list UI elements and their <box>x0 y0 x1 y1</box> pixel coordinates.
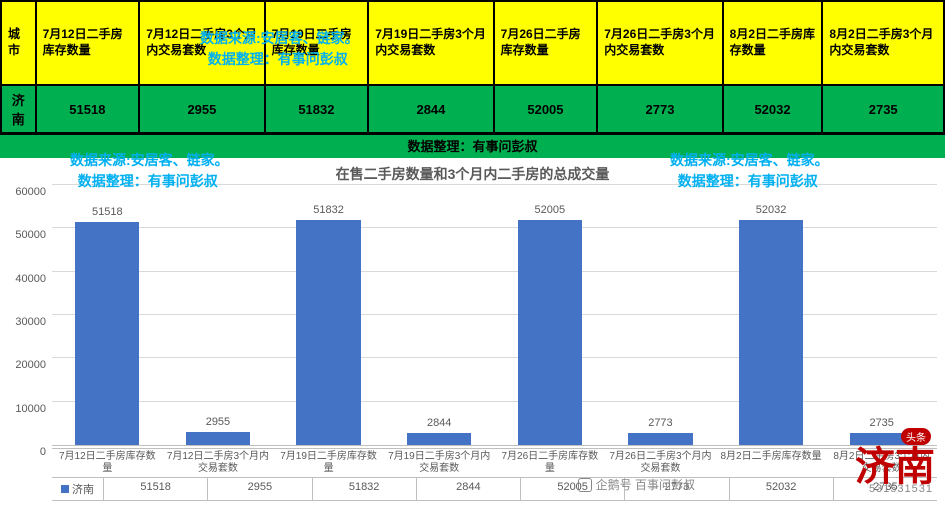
x-label-3: 7月19日二手房3个月内交易套数 <box>384 448 495 477</box>
bar-chart: 0100002000030000400005000060000 51518295… <box>0 186 945 516</box>
legend-value-5: 2773 <box>624 478 728 500</box>
bar-value-label: 2773 <box>648 417 672 429</box>
bar-5: 2773 <box>628 433 692 445</box>
legend-value-4: 52005 <box>520 478 624 500</box>
bar-value-label: 51518 <box>92 206 123 218</box>
chart-title: 在售二手房数量和3个月内二手房的总成交量 <box>0 164 945 184</box>
cell-1: 51518 <box>36 85 140 133</box>
cell-0: 济南 <box>1 85 36 133</box>
table-data-row: 济南515182955518322844520052773520322735 <box>1 85 944 133</box>
cell-6: 2773 <box>597 85 722 133</box>
cell-3: 51832 <box>265 85 369 133</box>
chart-legend-data-row: 济南 515182955518322844520052773520322735 <box>52 477 937 501</box>
bar-6: 52032 <box>739 220 803 445</box>
bar-2: 51832 <box>296 220 360 445</box>
cell-7: 52032 <box>723 85 823 133</box>
col-header-4: 7月19日二手房3个月内交易套数 <box>368 1 493 85</box>
x-label-1: 7月12日二手房3个月内交易套数 <box>163 448 274 477</box>
col-header-8: 8月2日二手房3个月内交易套数 <box>822 1 944 85</box>
col-header-2: 7月12日二手房3个月内交易套数 <box>139 1 264 85</box>
bar-value-label: 2955 <box>206 416 230 428</box>
legend-value-1: 2955 <box>207 478 311 500</box>
legend-series-name: 济南 <box>72 481 94 497</box>
legend-value-7: 2735 <box>833 478 937 500</box>
bar-4: 52005 <box>518 220 582 445</box>
data-table: 城市7月12日二手房库存数量7月12日二手房3个月内交易套数7月19日二手房库存… <box>0 0 945 134</box>
chart-plot-area: 51518 2955 51832 2844 52005 2773 52032 2735 <box>52 186 937 446</box>
cell-8: 2735 <box>822 85 944 133</box>
bar-value-label: 52005 <box>535 204 566 216</box>
col-header-7: 8月2日二手房库存数量 <box>723 1 823 85</box>
x-label-0: 7月12日二手房库存数量 <box>52 448 163 477</box>
legend-value-6: 52032 <box>729 478 833 500</box>
x-axis-labels: 7月12日二手房库存数量7月12日二手房3个月内交易套数7月19日二手房库存数量… <box>52 448 937 477</box>
bar-value-label: 2844 <box>427 417 451 429</box>
x-label-7: 8月2日二手房3个月内交易套数 <box>826 448 937 477</box>
col-header-3: 7月19日二手房库存数量 <box>265 1 369 85</box>
legend-value-3: 2844 <box>416 478 520 500</box>
bar-value-label: 51832 <box>313 204 344 216</box>
table-header-row: 城市7月12日二手房库存数量7月12日二手房3个月内交易套数7月19日二手房库存… <box>1 1 944 85</box>
legend-value-2: 51832 <box>312 478 416 500</box>
cell-5: 52005 <box>494 85 598 133</box>
cell-4: 2844 <box>368 85 493 133</box>
legend-swatch <box>61 485 69 493</box>
x-label-5: 7月26日二手房3个月内交易套数 <box>605 448 716 477</box>
cell-2: 2955 <box>139 85 264 133</box>
legend-value-0: 51518 <box>104 478 207 500</box>
col-header-5: 7月26日二手房库存数量 <box>494 1 598 85</box>
legend-series-label: 济南 <box>52 478 104 500</box>
bar-value-label: 2735 <box>869 417 893 429</box>
bar-3: 2844 <box>407 433 471 445</box>
y-axis: 0100002000030000400005000060000 <box>0 186 52 446</box>
bar-value-label: 52032 <box>756 204 787 216</box>
bar-7: 2735 <box>850 433 914 445</box>
col-header-1: 7月12日二手房库存数量 <box>36 1 140 85</box>
col-header-6: 7月26日二手房3个月内交易套数 <box>597 1 722 85</box>
col-header-0: 城市 <box>1 1 36 85</box>
source-banner: 数据整理：有事问彭叔 <box>0 134 945 158</box>
bar-0: 51518 <box>75 222 139 445</box>
x-label-4: 7月26日二手房库存数量 <box>495 448 606 477</box>
bar-1: 2955 <box>186 432 250 445</box>
x-label-6: 8月2日二手房库存数量 <box>716 448 827 477</box>
x-label-2: 7月19日二手房库存数量 <box>273 448 384 477</box>
